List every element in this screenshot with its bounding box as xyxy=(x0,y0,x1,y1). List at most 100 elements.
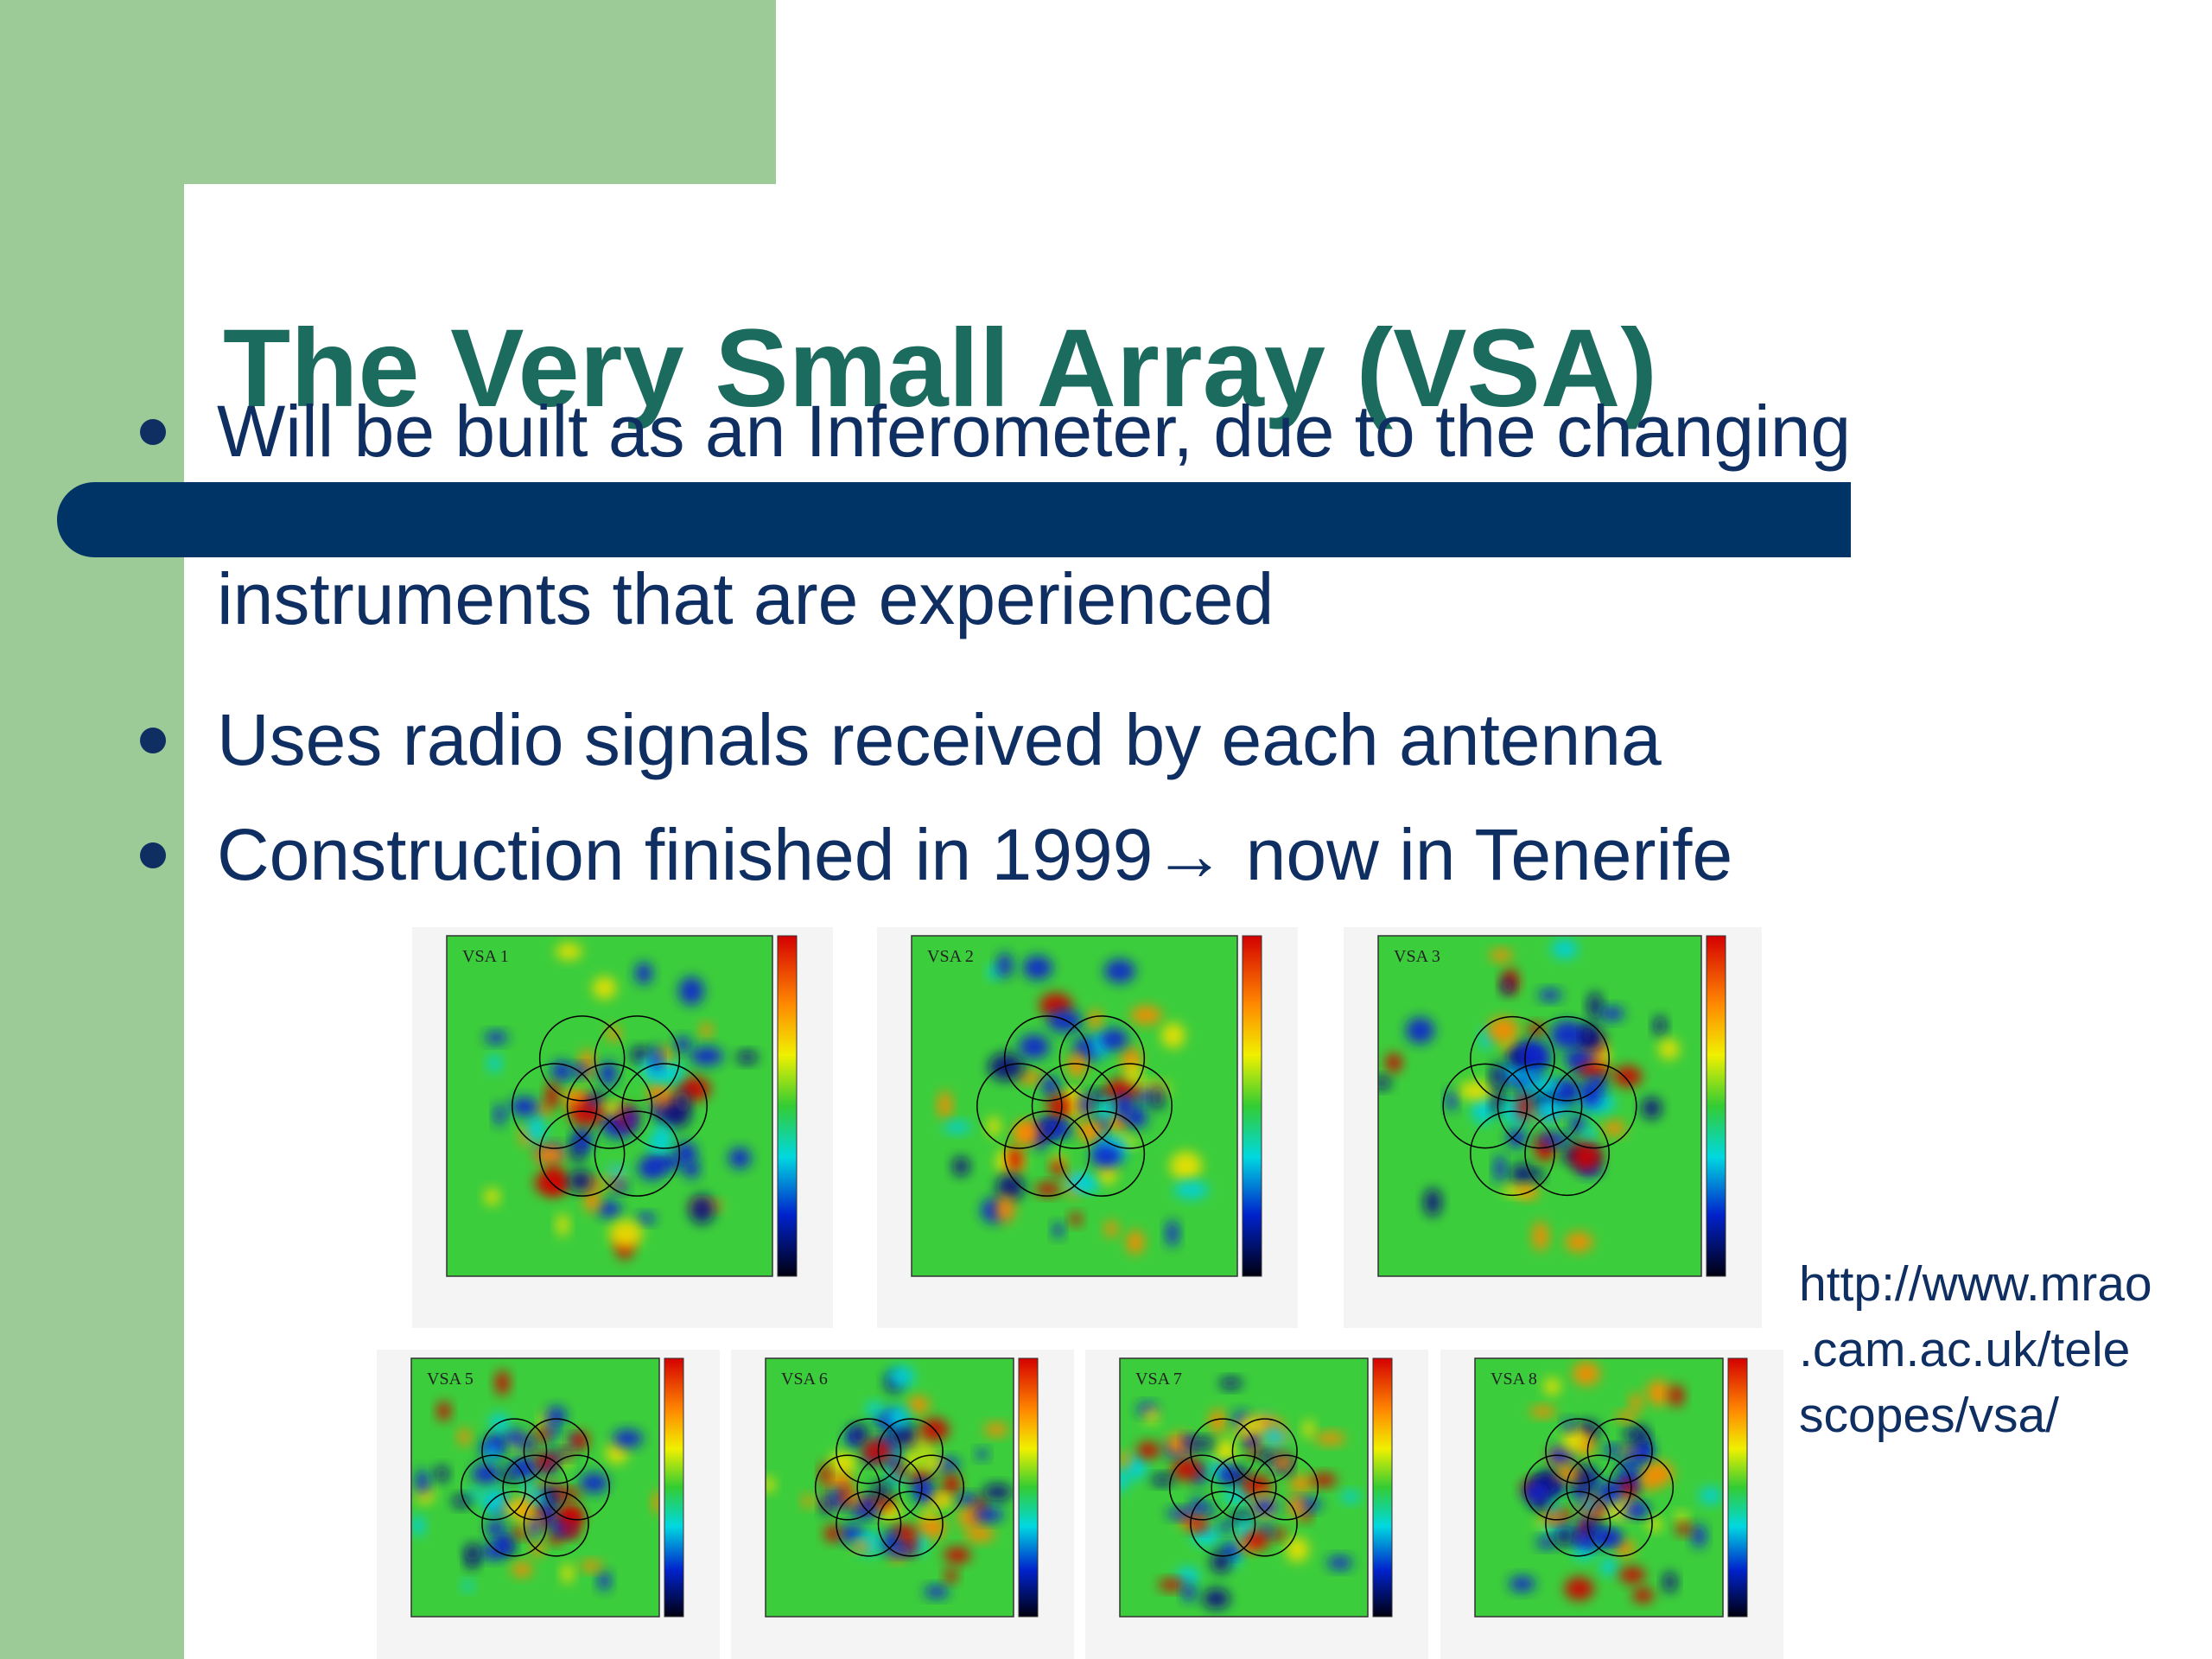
map-blob xyxy=(1042,1076,1059,1096)
map-blob xyxy=(545,1406,567,1426)
map-blob xyxy=(1501,978,1514,995)
map-blob xyxy=(1067,1052,1087,1077)
beam-ring xyxy=(621,1063,708,1149)
beam-ring xyxy=(814,1454,881,1521)
map-blob xyxy=(1186,1438,1215,1450)
map-blob xyxy=(1490,949,1513,962)
map-blob xyxy=(526,1115,546,1144)
beam-ring xyxy=(1524,1015,1610,1102)
map-blob xyxy=(988,1052,1025,1081)
map-blob xyxy=(531,1541,544,1557)
beam-ring xyxy=(523,1418,589,1484)
map-blob xyxy=(1692,1523,1707,1548)
map-blob xyxy=(918,1455,944,1471)
beam-ring xyxy=(1545,1491,1611,1557)
bullet-dot xyxy=(140,419,166,445)
beam-ring xyxy=(1497,1063,1583,1149)
beam-ring xyxy=(1586,1418,1653,1484)
beam-ring xyxy=(566,1063,653,1149)
map-blob xyxy=(472,1463,501,1484)
map-blob xyxy=(983,1422,1009,1437)
map-blob xyxy=(509,1456,539,1480)
map-blob xyxy=(1614,1540,1636,1557)
map-blob xyxy=(556,1213,569,1236)
colorbar xyxy=(1727,1357,1748,1618)
bullet-text: Construction finished in 1999→ now in Te… xyxy=(217,814,1732,895)
map-blob xyxy=(415,1469,429,1495)
map-blob xyxy=(1288,1495,1303,1518)
beam-ring xyxy=(1551,1063,1637,1149)
beam-ring xyxy=(1252,1454,1319,1521)
map-blob xyxy=(461,1580,474,1592)
map-blob xyxy=(1623,1503,1649,1517)
map-blob xyxy=(607,1026,621,1041)
colorbar xyxy=(664,1357,684,1618)
map-blob xyxy=(1126,1230,1145,1255)
map-blob xyxy=(1699,1487,1722,1505)
map-blob xyxy=(1243,1531,1270,1550)
map-blob xyxy=(467,1488,481,1501)
map-blob xyxy=(1166,1220,1179,1247)
map-blob xyxy=(659,1046,672,1064)
map-blob xyxy=(634,962,653,985)
map-blob xyxy=(1070,1212,1083,1226)
map-blob xyxy=(1618,1567,1646,1584)
map-blob xyxy=(1045,1123,1073,1138)
map-blob xyxy=(534,1453,559,1466)
map-blob xyxy=(944,1547,971,1564)
map-blob xyxy=(871,1482,892,1497)
map-blob xyxy=(580,1560,603,1572)
beam-ring xyxy=(1524,1110,1610,1197)
map-blob xyxy=(1572,1361,1600,1386)
beam-ring xyxy=(594,1110,681,1197)
map-blob xyxy=(1529,1077,1560,1096)
map-blob xyxy=(1272,1454,1293,1471)
map-blob xyxy=(411,1515,425,1536)
map-blob xyxy=(638,1156,667,1180)
map-blob xyxy=(1120,1469,1129,1492)
map-blob xyxy=(1494,1154,1506,1183)
map-blob xyxy=(689,1194,715,1224)
map-blob xyxy=(1600,1006,1624,1021)
map-blob xyxy=(1130,1006,1162,1025)
side-band xyxy=(0,0,184,1659)
map-blob xyxy=(1385,1052,1402,1073)
map-blob xyxy=(819,1462,830,1487)
map-blob xyxy=(569,1064,590,1077)
beam-ring xyxy=(877,1418,944,1484)
map-blob xyxy=(436,1401,451,1421)
map-blob xyxy=(1120,1452,1131,1468)
map-border xyxy=(1474,1357,1724,1618)
map-blob xyxy=(1158,1579,1185,1591)
map-blob xyxy=(982,1484,1013,1501)
beam-ring xyxy=(836,1491,902,1557)
map-blob xyxy=(1187,1519,1210,1532)
map-blob xyxy=(512,1561,532,1578)
panel-label: VSA 1 xyxy=(462,947,509,966)
map-blob xyxy=(1597,1479,1624,1503)
map xyxy=(912,936,1237,1276)
map-blob xyxy=(1600,1557,1618,1576)
title-bar-end xyxy=(1771,482,1851,557)
map-blob xyxy=(1561,1427,1586,1452)
map-blob xyxy=(597,1200,621,1218)
map-blob xyxy=(1116,1093,1135,1121)
map-blob xyxy=(1584,1124,1595,1147)
map-blob xyxy=(1173,1180,1209,1199)
map-blob xyxy=(1169,1151,1203,1181)
map-blob xyxy=(1669,1384,1685,1407)
beam-ring xyxy=(1523,1454,1591,1521)
map-blob xyxy=(457,1428,471,1446)
map-blob xyxy=(996,1173,1025,1201)
bullet-list: Will be built as an Inferometer, due to … xyxy=(140,391,1851,895)
map-blob xyxy=(613,1429,643,1448)
map-blob xyxy=(1564,1576,1594,1601)
panel-label: VSA 8 xyxy=(1491,1370,1537,1389)
map-blob xyxy=(1624,1447,1652,1461)
map-blob xyxy=(1160,1022,1185,1049)
map-blob xyxy=(988,964,1001,980)
bullet-text: Uses radio signals received by each ante… xyxy=(217,699,1662,780)
beam-ring xyxy=(538,1015,626,1102)
map-blob xyxy=(1007,1146,1023,1173)
